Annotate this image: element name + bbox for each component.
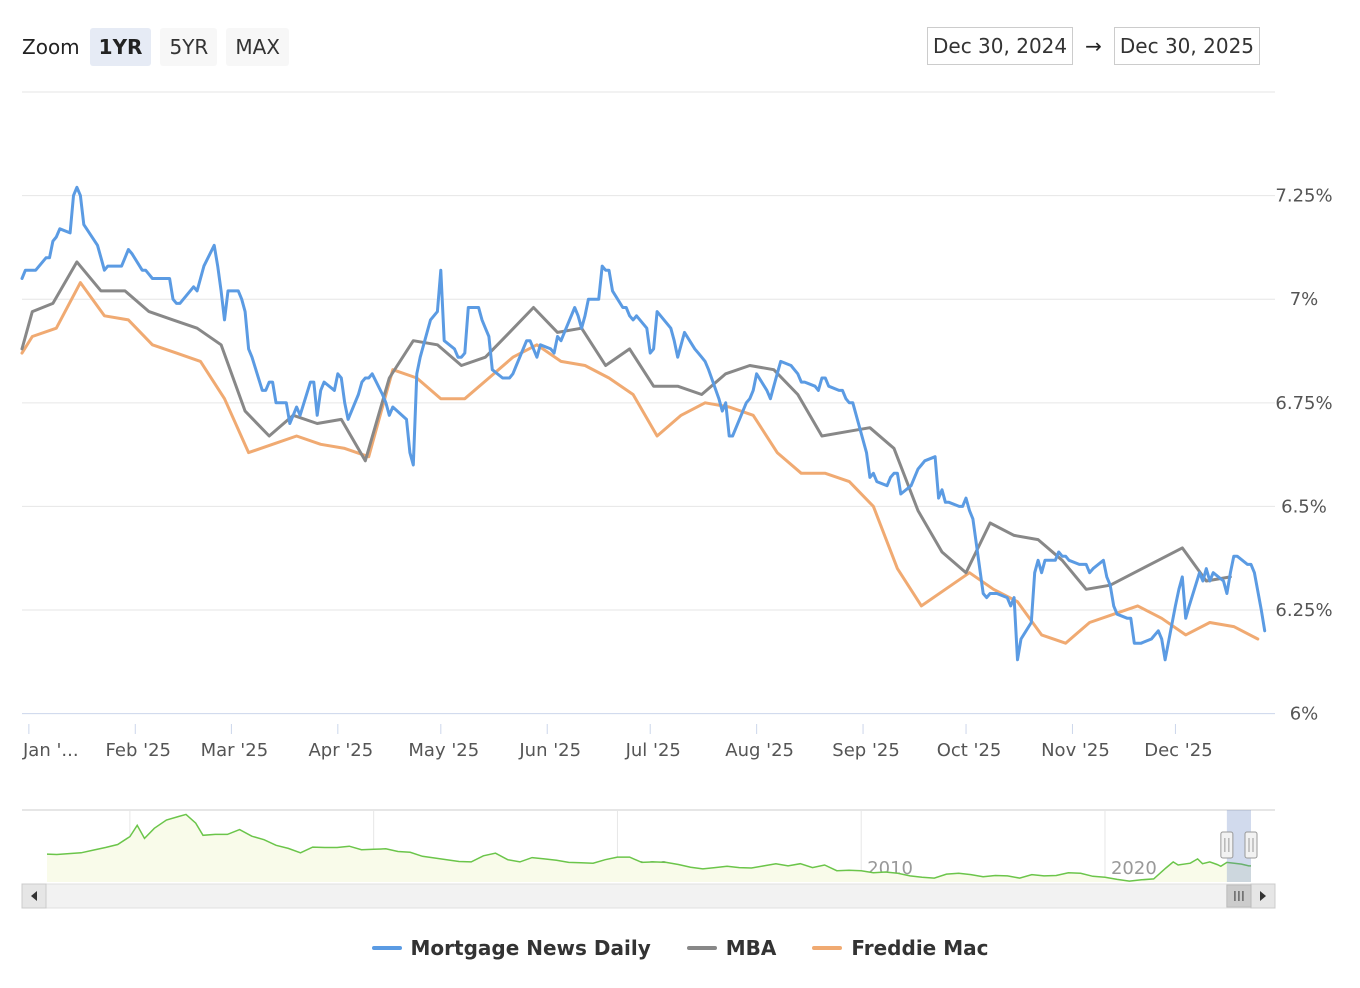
y-tick-label: 7% — [1290, 289, 1319, 310]
x-tick-label: Apr '25 — [308, 740, 373, 761]
x-tick-label: Dec '25 — [1144, 740, 1212, 761]
zoom-5yr-button[interactable]: 5YR — [160, 28, 218, 66]
navigator-line — [46, 813, 1251, 882]
x-tick-label: Jul '25 — [625, 740, 681, 761]
x-tick-label: Feb '25 — [106, 740, 171, 761]
zoom-label: Zoom — [22, 35, 80, 59]
range-to-input[interactable]: Dec 30, 2025 — [1113, 27, 1261, 65]
legend-item-freddie[interactable]: Freddie Mac — [812, 936, 988, 960]
date-range-selector: Dec 30, 2024 → Dec 30, 2025 — [927, 27, 1261, 65]
zoom-1yr-button[interactable]: 1YR — [89, 28, 152, 66]
x-tick-label: May '25 — [408, 740, 479, 761]
scrollbar-track — [21, 883, 1276, 909]
navigator-handle-left — [1220, 831, 1234, 859]
series-line-mba — [20, 260, 1232, 591]
navigator-scrollbar — [21, 883, 1276, 909]
navigator-handle-right — [1244, 831, 1258, 859]
series-line-mnd — [20, 185, 1267, 662]
range-from-input[interactable]: Dec 30, 2024 — [927, 27, 1074, 65]
x-tick-label: Aug '25 — [725, 740, 794, 761]
zoom-selector: Zoom 1YR 5YR MAX — [22, 28, 298, 66]
x-tick-label: Jun '25 — [518, 740, 581, 761]
x-tick-label: Jan '... — [22, 740, 79, 761]
navigator-area — [47, 814, 1251, 882]
navigator[interactable]: 19801990200020102020 — [0, 800, 1360, 910]
legend: Mortgage News Daily MBA Freddie Mac — [0, 936, 1360, 960]
legend-item-mba[interactable]: MBA — [686, 936, 777, 960]
series-line-freddie — [20, 281, 1260, 645]
legend-swatch-freddie — [812, 946, 843, 950]
navigator-year-label: 2020 — [1111, 858, 1157, 879]
x-tick-label: Sep '25 — [832, 740, 900, 761]
main-chart: Jan '... Feb '25 Mar '25 Apr '25 May '25 Jun … — [20, 91, 1333, 761]
y-tick-label: 6.25% — [1275, 600, 1332, 621]
legend-label-mba: MBA — [725, 936, 777, 960]
legend-swatch-mba — [686, 946, 717, 950]
y-tick-label: 7.25% — [1275, 186, 1332, 207]
zoom-max-button[interactable]: MAX — [226, 28, 289, 66]
legend-item-mnd[interactable]: Mortgage News Daily — [371, 936, 651, 960]
y-tick-label: 6% — [1290, 704, 1319, 725]
legend-label-mnd: Mortgage News Daily — [410, 936, 651, 960]
scroll-left-icon — [31, 891, 37, 901]
range-arrow: → — [1085, 34, 1102, 58]
y-tick-label: 6.5% — [1281, 496, 1327, 517]
y-tick-label: 6.75% — [1275, 393, 1332, 414]
x-tick-label: Nov '25 — [1041, 740, 1110, 761]
x-tick-label: Mar '25 — [201, 740, 269, 761]
scroll-right-icon — [1260, 891, 1266, 901]
legend-label-freddie: Freddie Mac — [851, 936, 989, 960]
legend-swatch-mnd — [371, 946, 402, 950]
x-tick-label: Oct '25 — [937, 740, 1002, 761]
